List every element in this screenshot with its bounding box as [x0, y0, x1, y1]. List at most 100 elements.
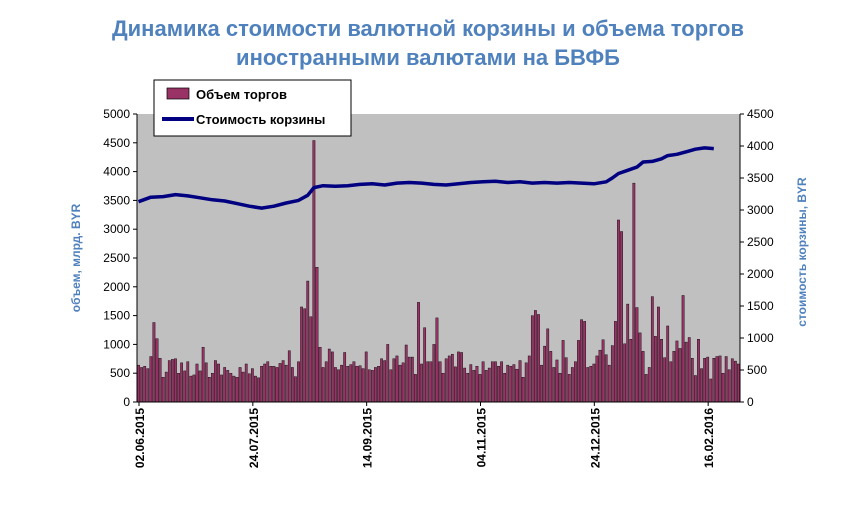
- y-tick-label: 500: [110, 366, 130, 380]
- y2-tick-label: 2500: [747, 235, 774, 249]
- volume-bar: [601, 339, 605, 403]
- volume-bar: [407, 356, 411, 403]
- y2-axis-title: стоимость корзины, BYR: [795, 177, 809, 327]
- y2-tick-label: 4500: [747, 107, 774, 121]
- volume-bar: [460, 352, 463, 403]
- volume-bar: [632, 182, 636, 403]
- volume-bar: [217, 363, 220, 403]
- volume-bar: [567, 374, 571, 403]
- volume-bar: [364, 351, 368, 403]
- volume-bar: [330, 351, 334, 403]
- volume-bar: [192, 374, 196, 403]
- volume-bar: [700, 368, 703, 403]
- volume-bar: [398, 364, 402, 403]
- volume-bar: [211, 373, 214, 403]
- volume-bar: [198, 370, 202, 403]
- y-tick-label: 2000: [103, 280, 130, 294]
- volume-bar: [195, 363, 199, 403]
- volume-bar: [524, 362, 528, 403]
- volume-bar: [475, 366, 479, 403]
- volume-bar: [481, 361, 485, 403]
- legend-line-label: Стоимость корзины: [196, 112, 325, 127]
- volume-bar: [564, 357, 568, 403]
- volume-bar: [284, 364, 288, 403]
- y2-tick-label: 3500: [747, 171, 774, 185]
- left-axis-ticks: 0 500 1000 1500 2000 2500 3000 3500 4000 4500 5000: [103, 107, 137, 409]
- volume-bar: [503, 373, 507, 403]
- volume-bar: [506, 364, 510, 403]
- volume-bar: [444, 358, 448, 403]
- volume-bar: [543, 345, 547, 403]
- volume-bar: [635, 307, 639, 403]
- volume-bar: [164, 371, 168, 403]
- volume-bar: [650, 296, 654, 403]
- volume-bar: [644, 374, 648, 403]
- volume-bar: [340, 364, 343, 403]
- y2-tick-label: 1500: [747, 299, 774, 313]
- volume-bar: [281, 360, 285, 403]
- volume-bar: [463, 367, 467, 403]
- x-tick-label: 24.07.2015: [247, 408, 261, 468]
- volume-bar: [158, 358, 162, 403]
- y2-tick-label: 3000: [747, 203, 774, 217]
- volume-bar: [484, 370, 488, 403]
- volume-bar: [361, 368, 365, 403]
- volume-bar: [469, 364, 473, 403]
- volume-bar: [380, 358, 383, 403]
- volume-bar: [509, 366, 513, 403]
- volume-bar: [549, 351, 553, 403]
- volume-bar: [512, 364, 516, 403]
- y-tick-label: 1500: [103, 309, 130, 323]
- volume-bar: [527, 355, 531, 403]
- volume-bar: [592, 363, 596, 403]
- y-tick-label: 4000: [103, 165, 130, 179]
- volume-bar: [709, 378, 713, 403]
- volume-bar: [730, 358, 734, 403]
- x-tick-label: 24.12.2015: [588, 408, 602, 468]
- volume-bar: [152, 322, 156, 403]
- volume-bar: [137, 364, 140, 403]
- volume-bar: [555, 359, 559, 403]
- legend-box: [153, 79, 352, 137]
- volume-bar: [201, 347, 205, 403]
- y-tick-label: 4500: [103, 136, 130, 150]
- volume-bar: [447, 355, 451, 403]
- volume-bar: [229, 373, 233, 403]
- volume-bar: [334, 367, 337, 403]
- volume-bar: [321, 367, 325, 403]
- volume-bar: [343, 352, 347, 403]
- volume-bar: [681, 295, 685, 403]
- y-tick-label: 2500: [103, 251, 130, 265]
- volume-bar: [515, 368, 519, 403]
- y2-tick-label: 1000: [747, 331, 774, 345]
- volume-bar: [155, 338, 159, 403]
- volume-bar: [177, 373, 180, 403]
- volume-bar: [620, 231, 623, 403]
- volume-bar: [561, 340, 565, 403]
- volume-bar: [607, 364, 611, 403]
- x-tick-label: 02.06.2015: [133, 408, 147, 468]
- volume-bar: [174, 358, 177, 403]
- volume-bar: [189, 375, 193, 403]
- volume-bar: [487, 367, 491, 403]
- volume-bar: [247, 373, 251, 403]
- volume-bar: [540, 364, 543, 403]
- volume-bar: [429, 361, 433, 403]
- x-axis-ticks: 02.06.2015 24.07.2015 14.09.2015 04.11.2015…: [133, 402, 716, 468]
- volume-bar: [352, 361, 356, 403]
- volume-bar: [497, 366, 500, 403]
- volume-bar: [306, 280, 310, 403]
- volume-bar: [580, 319, 583, 403]
- volume-bar: [324, 361, 328, 403]
- volume-bar: [404, 344, 408, 403]
- volume-bar: [294, 376, 297, 403]
- volume-bar: [146, 368, 150, 403]
- volume-bar: [143, 366, 147, 403]
- x-tick-label: 16.02.2016: [702, 408, 716, 468]
- volume-bar: [337, 369, 340, 403]
- volume-bar: [610, 345, 614, 403]
- volume-bars: [137, 140, 740, 403]
- volume-bar: [235, 377, 239, 403]
- volume-bar: [232, 375, 236, 403]
